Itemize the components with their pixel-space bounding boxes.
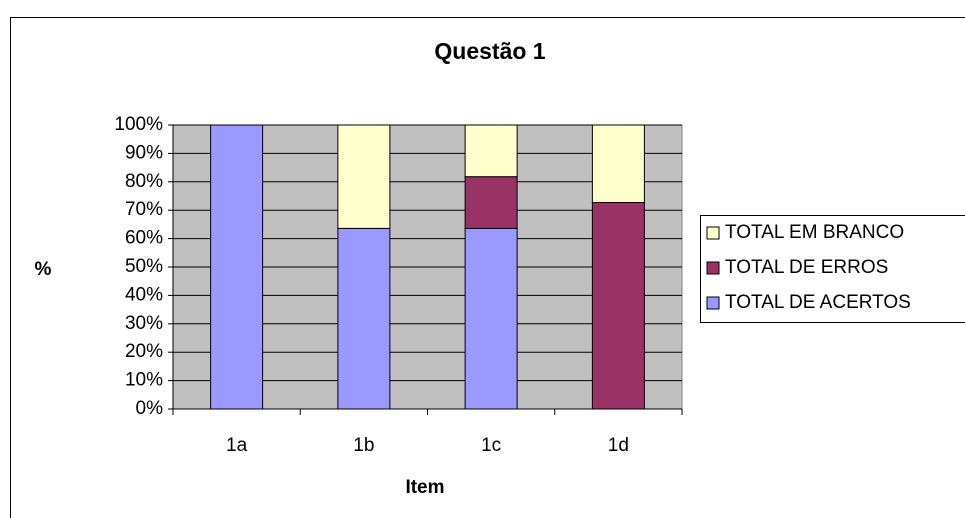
y-tick-label: 10% xyxy=(125,370,163,391)
bar-segment xyxy=(337,124,391,229)
chart-title: Questão 1 xyxy=(434,38,545,64)
y-tick-label: 20% xyxy=(125,341,163,362)
bar-segment xyxy=(464,124,518,178)
legend-swatch xyxy=(706,226,720,240)
y-tick-label: 30% xyxy=(125,313,163,334)
bar-segment xyxy=(464,176,518,229)
x-tick-label: 1a xyxy=(226,435,248,456)
x-tick-label: 1b xyxy=(353,435,374,456)
legend-label: TOTAL DE ERROS xyxy=(725,257,888,278)
y-tick-label: 70% xyxy=(125,199,163,220)
legend-label: TOTAL EM BRANCO xyxy=(725,222,904,243)
y-tick-label: 50% xyxy=(125,256,163,277)
y-tick-label: 40% xyxy=(125,284,163,305)
legend-box xyxy=(700,215,965,323)
x-tick-label: 1c xyxy=(481,435,501,456)
bar-segment xyxy=(337,227,391,410)
y-tick-label: 90% xyxy=(125,142,163,163)
x-axis-label: Item xyxy=(405,477,444,498)
x-tick-label: 1d xyxy=(608,435,629,456)
legend-swatch xyxy=(706,296,720,310)
legend-label: TOTAL DE ACERTOS xyxy=(725,292,911,313)
bar-segment xyxy=(591,202,645,410)
legend-swatch xyxy=(706,261,720,275)
y-tick-label: 60% xyxy=(125,228,163,249)
y-axis-label: % xyxy=(35,259,52,280)
bar-segment xyxy=(464,227,518,410)
y-tick-label: 80% xyxy=(125,171,163,192)
y-tick-label: 0% xyxy=(136,398,164,419)
y-tick-label: 100% xyxy=(114,114,163,135)
bar-segment xyxy=(591,124,645,204)
bar-segment xyxy=(210,124,264,410)
